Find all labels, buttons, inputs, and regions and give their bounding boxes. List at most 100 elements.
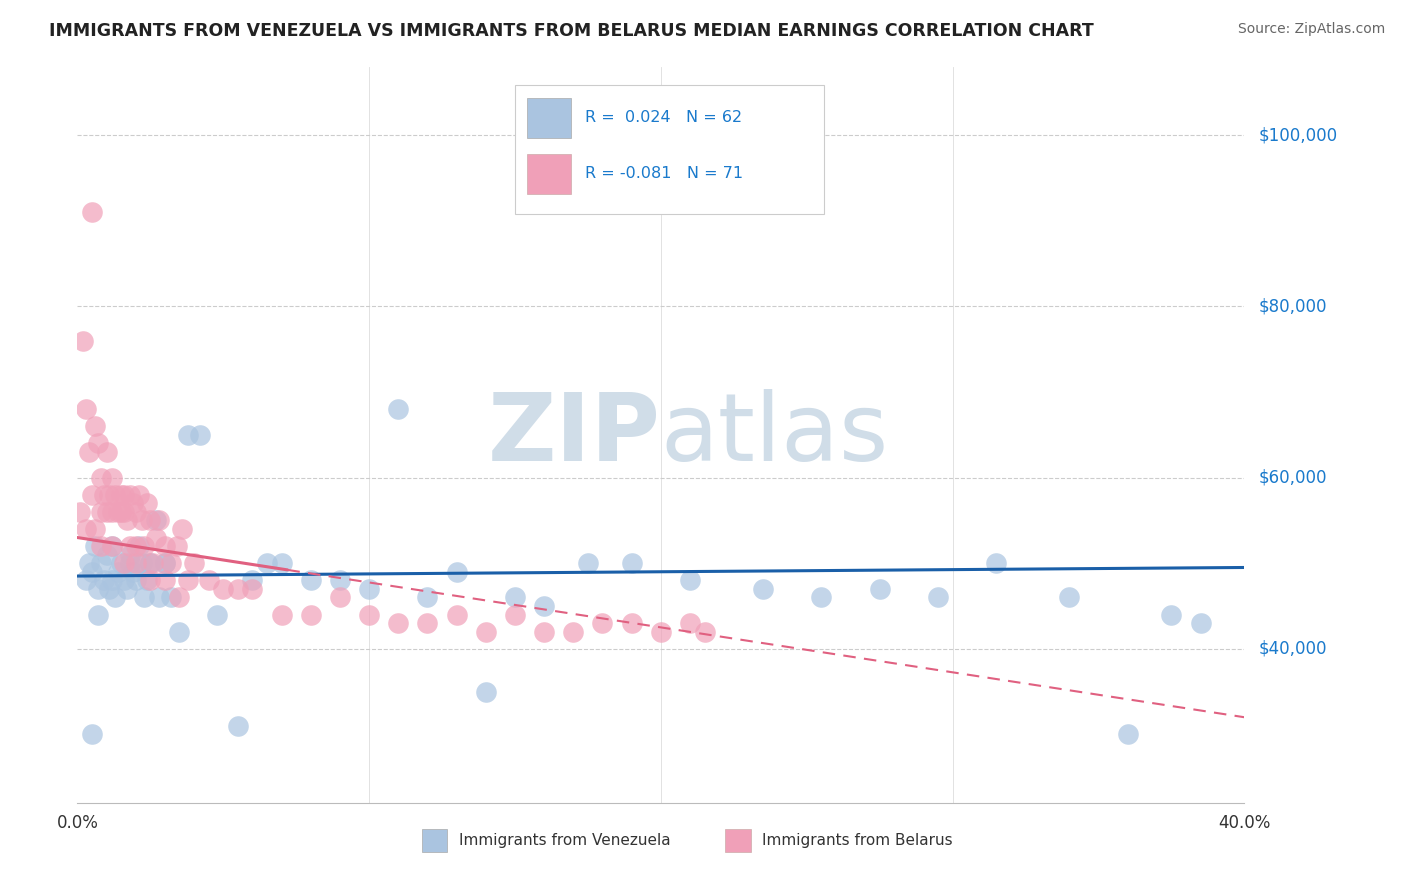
Point [172, 522, 194, 536]
Point [188, 428, 211, 442]
Point [112, 488, 135, 502]
Point [145, 531, 167, 545]
Text: R = -0.081   N = 71: R = -0.081 N = 71 [585, 166, 744, 181]
Point [357, 607, 380, 622]
Point [83, 419, 105, 434]
FancyBboxPatch shape [527, 153, 571, 194]
Point [416, 616, 439, 631]
Point [503, 591, 526, 605]
Point [93, 488, 115, 502]
Point [139, 574, 162, 588]
Text: $40,000: $40,000 [1258, 640, 1327, 657]
Point [110, 505, 132, 519]
Point [77, 556, 100, 570]
FancyBboxPatch shape [515, 86, 824, 214]
Point [118, 548, 141, 562]
Point [592, 616, 614, 631]
Point [136, 574, 159, 588]
Point [869, 582, 891, 596]
Point [104, 591, 127, 605]
Point [679, 574, 702, 588]
Point [207, 607, 229, 622]
Point [96, 548, 118, 562]
Point [139, 556, 162, 570]
Point [90, 505, 112, 519]
Point [183, 556, 205, 570]
Point [620, 616, 643, 631]
Point [1189, 616, 1212, 631]
Point [650, 624, 672, 639]
Point [115, 513, 138, 527]
Point [240, 582, 263, 596]
Point [90, 470, 112, 484]
Point [1160, 607, 1182, 622]
Point [98, 488, 121, 502]
Point [83, 522, 105, 536]
Point [562, 624, 585, 639]
Text: ZIP: ZIP [488, 389, 661, 481]
Point [115, 582, 138, 596]
Point [75, 522, 97, 536]
Text: $100,000: $100,000 [1258, 127, 1337, 145]
Point [927, 591, 949, 605]
Point [124, 539, 148, 553]
Point [96, 445, 118, 459]
Point [986, 556, 1008, 570]
Point [177, 428, 200, 442]
Text: Immigrants from Belarus: Immigrants from Belarus [762, 833, 953, 847]
Point [387, 402, 409, 417]
Point [148, 591, 170, 605]
Point [256, 556, 278, 570]
Point [446, 607, 468, 622]
Point [1116, 727, 1139, 741]
Point [134, 591, 156, 605]
Point [446, 565, 468, 579]
Point [503, 607, 526, 622]
Point [110, 488, 132, 502]
Point [533, 599, 555, 613]
Point [139, 513, 162, 527]
Point [90, 539, 112, 553]
Text: R =  0.024   N = 62: R = 0.024 N = 62 [585, 111, 742, 125]
Point [112, 574, 135, 588]
Point [101, 505, 124, 519]
Point [169, 624, 191, 639]
Point [533, 624, 555, 639]
Point [153, 574, 176, 588]
Point [93, 574, 115, 588]
Point [136, 496, 159, 510]
Point [87, 607, 110, 622]
Point [80, 565, 103, 579]
Point [96, 505, 118, 519]
Point [69, 505, 91, 519]
Point [475, 624, 498, 639]
Point [104, 488, 127, 502]
Text: Immigrants from Venezuela: Immigrants from Venezuela [458, 833, 671, 847]
Point [153, 556, 176, 570]
FancyBboxPatch shape [527, 98, 571, 138]
Point [169, 591, 191, 605]
Text: atlas: atlas [661, 389, 889, 481]
Point [153, 556, 176, 570]
FancyBboxPatch shape [725, 829, 751, 852]
Point [112, 505, 135, 519]
Point [131, 556, 153, 570]
Point [329, 591, 352, 605]
Point [197, 574, 219, 588]
Point [87, 436, 110, 450]
Point [107, 565, 129, 579]
Text: $80,000: $80,000 [1258, 298, 1327, 316]
Point [270, 556, 292, 570]
Point [142, 556, 165, 570]
Point [299, 607, 322, 622]
Point [98, 582, 121, 596]
Point [752, 582, 775, 596]
Point [80, 488, 103, 502]
Point [124, 574, 148, 588]
Point [90, 556, 112, 570]
Point [77, 445, 100, 459]
Point [475, 684, 498, 698]
Point [357, 582, 380, 596]
Point [226, 582, 249, 596]
Point [101, 470, 124, 484]
